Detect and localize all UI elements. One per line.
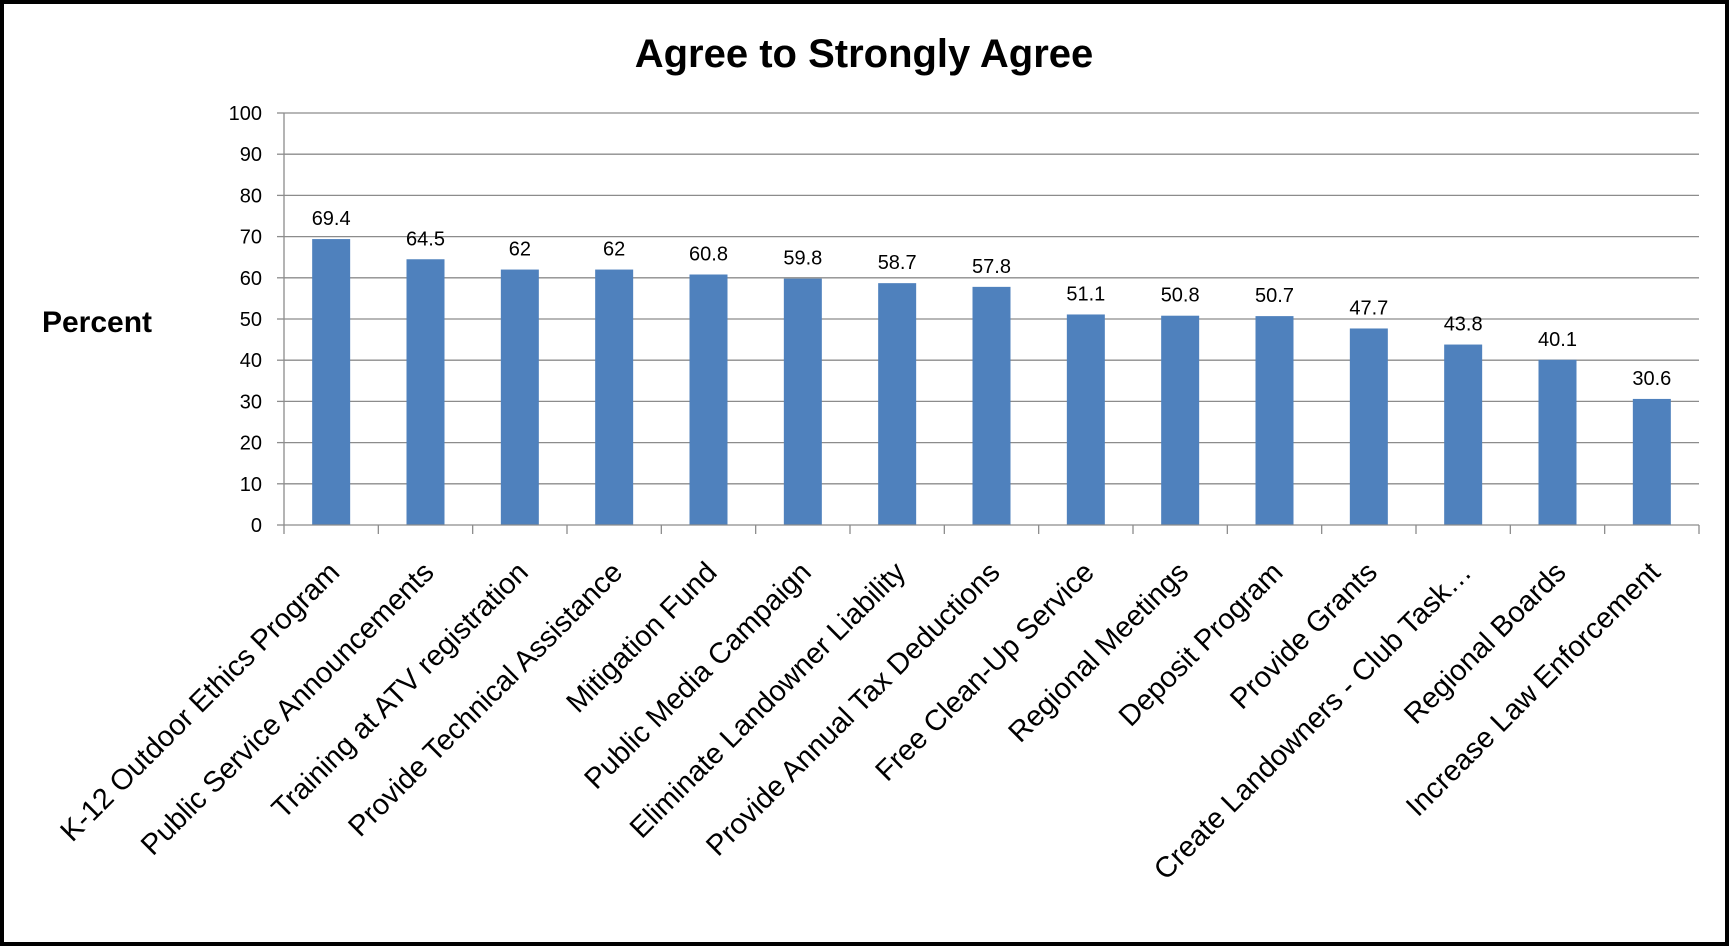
axes: [277, 112, 1700, 534]
bar: [878, 283, 917, 525]
x-tick-label: Regional Boards: [1398, 556, 1572, 730]
data-label: 50.8: [1161, 285, 1200, 307]
bar: [689, 274, 728, 525]
data-labels: 69.4 64.5 62 62 60.8 59.8 58.7 57.8 51.1 50.8 50.7…: [312, 208, 1672, 390]
y-tick-label: 70: [240, 227, 262, 249]
data-label: 58.7: [878, 252, 917, 274]
y-tick-label: 30: [240, 391, 262, 413]
data-label: 40.1: [1538, 329, 1577, 351]
bar: [783, 278, 822, 525]
bar: [1444, 344, 1483, 525]
data-label: 47.7: [1349, 297, 1388, 319]
y-tick-label: 40: [240, 350, 262, 372]
y-tick-label: 20: [240, 433, 262, 455]
y-tick-label: 10: [240, 474, 262, 496]
bar: [1161, 315, 1200, 525]
bar: [1066, 314, 1105, 525]
y-axis-label: Percent: [42, 306, 152, 339]
data-label: 50.7: [1255, 285, 1294, 307]
data-label: 57.8: [972, 256, 1011, 278]
bars: [312, 239, 1671, 525]
data-label: 59.8: [783, 248, 822, 270]
bar: [972, 286, 1011, 525]
bar: [1632, 398, 1671, 525]
chart-title: Agree to Strongly Agree: [635, 32, 1094, 76]
data-label: 43.8: [1444, 314, 1483, 336]
y-tick-label: 80: [240, 185, 262, 207]
bar: [406, 259, 445, 525]
y-tick-label: 0: [251, 515, 262, 537]
bar: [1538, 359, 1577, 525]
data-label: 30.6: [1632, 368, 1671, 390]
y-tick-label: 50: [240, 309, 262, 331]
y-tick-label: 100: [229, 103, 262, 125]
x-tick-label: Regional Meetings: [1003, 556, 1195, 748]
y-tick-label: 60: [240, 268, 262, 290]
data-label: 60.8: [689, 244, 728, 266]
data-label: 62: [603, 239, 625, 261]
data-label: 62: [509, 239, 531, 261]
y-tick-labels: 0 10 20 30 40 50 60 70 80 90 100: [229, 103, 262, 537]
y-tick-label: 90: [240, 144, 262, 166]
bar: [595, 269, 634, 525]
bar: [1349, 328, 1388, 525]
data-label: 69.4: [312, 208, 351, 230]
bar: [500, 269, 539, 525]
data-label: 64.5: [406, 228, 445, 250]
bar: [312, 239, 351, 525]
x-tick-label: Deposit Program: [1113, 556, 1289, 732]
bar: [1255, 316, 1294, 525]
data-label: 51.1: [1066, 283, 1105, 305]
